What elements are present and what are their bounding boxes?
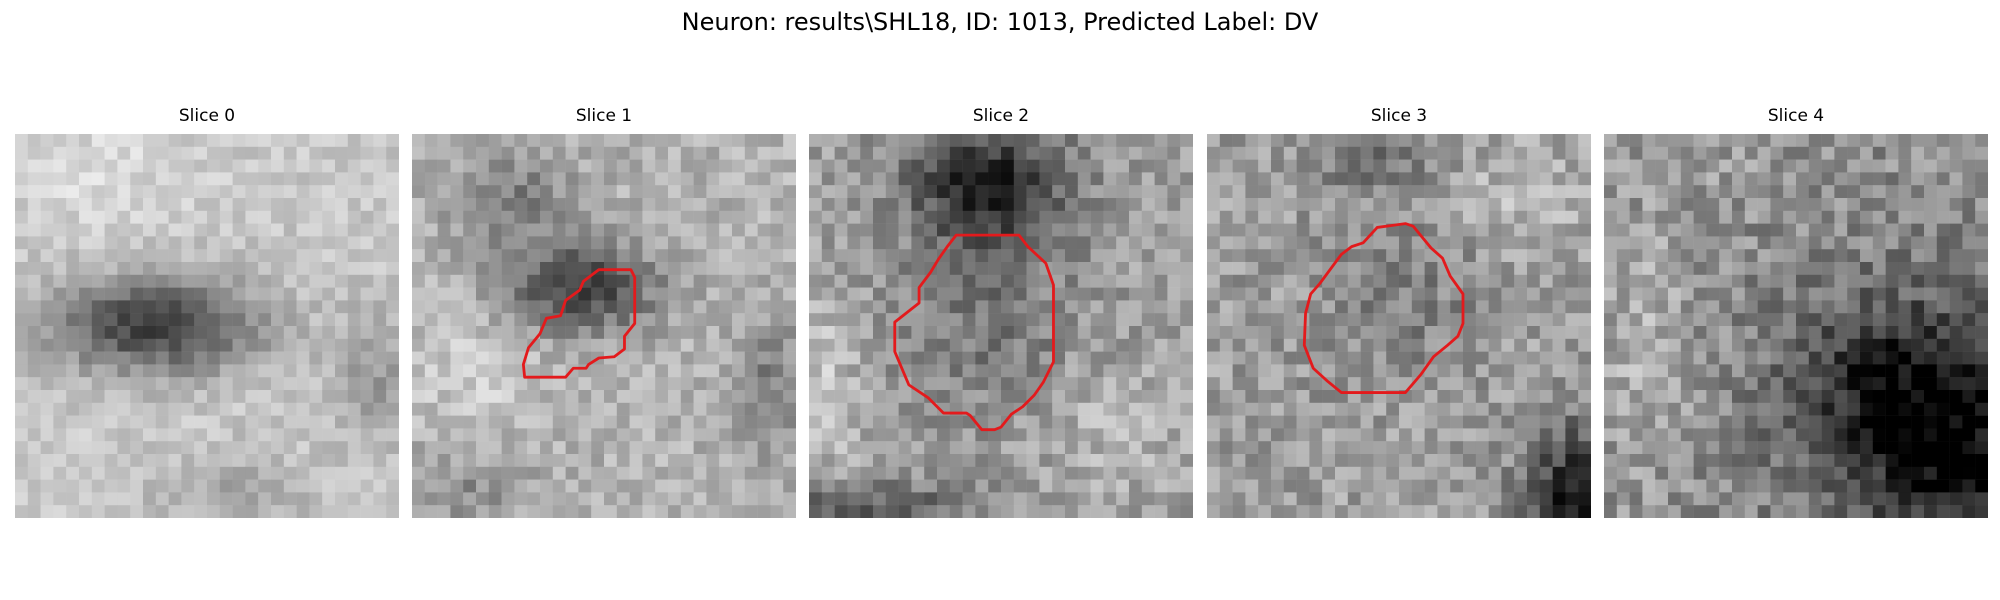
slice-title-3: Slice 3 — [1370, 106, 1428, 126]
slice-image-0 — [15, 134, 399, 518]
slice-panel-1: Slice 1 — [412, 104, 796, 518]
slice-image-2 — [809, 134, 1193, 518]
slice-image-4 — [1604, 134, 1988, 518]
slice-panel-4: Slice 4 — [1604, 104, 1988, 518]
slice-panel-2: Slice 2 — [809, 104, 1193, 518]
slice-title-0: Slice 0 — [178, 106, 236, 126]
cell-contour-1 — [521, 268, 637, 379]
slice-panel-3: Slice 3 — [1207, 104, 1591, 518]
slice-title-2: Slice 2 — [972, 106, 1030, 126]
slice-image-3 — [1207, 134, 1591, 518]
cell-contour-2 — [893, 233, 1055, 432]
slice-panel-0: Slice 0 — [15, 104, 399, 518]
slice-title-4: Slice 4 — [1767, 106, 1825, 126]
slice-image-1 — [412, 134, 796, 518]
figure-title: Neuron: results\SHL18, ID: 1013, Predict… — [681, 8, 1319, 36]
slice-title-1: Slice 1 — [575, 106, 633, 126]
cell-contour-3 — [1302, 222, 1465, 394]
